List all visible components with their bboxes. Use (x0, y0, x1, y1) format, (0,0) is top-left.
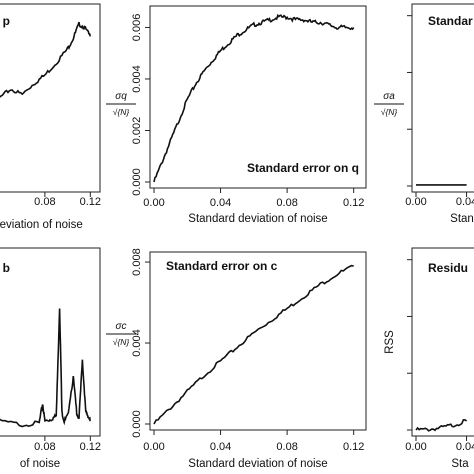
y-tick-label: 0.0 (393, 422, 405, 437)
y-tick-label: 0.006 (131, 14, 143, 42)
y-tick-label: 0.000 (131, 410, 143, 438)
panel-title: Standar (428, 14, 473, 28)
y-axis-label-rss: RSS (384, 330, 396, 354)
x-tick-label: 0.04 (210, 197, 231, 209)
panel-c: 0.00 0.04 0.08 0.12 0.000 0.004 0.008 Standard … (131, 248, 367, 470)
y-axis-label-q: σq √{N} (106, 91, 136, 117)
series-line-c (153, 264, 354, 425)
y-label-denominator: √{N} (381, 107, 398, 117)
x-tick-label: 0.08 (276, 441, 297, 453)
x-tick-label: 0.12 (343, 441, 364, 453)
y-tick-label: 1.5 (393, 8, 405, 23)
x-tick-label: 0.04 (456, 196, 474, 208)
plot-frame (0, 247, 101, 437)
panel-rss: 0.00 0.04 0.0 0.2 0.4 0.6 Residu Sta (393, 247, 474, 470)
y-axis-label-a: σa √{N} (374, 91, 404, 117)
y-tick-label: 0.000 (131, 168, 143, 196)
y-tick-label: 0.2 (393, 366, 405, 381)
y-tick-label: 0.0 (393, 178, 405, 193)
x-axis-title: Sta (451, 458, 469, 470)
y-tick-label: 0.008 (131, 248, 143, 276)
plot-frame (0, 3, 101, 193)
x-tick-label: 0.12 (80, 196, 101, 208)
panel-title: n p (0, 14, 10, 28)
plot-frame (411, 247, 474, 437)
x-tick-label: 0.00 (143, 197, 164, 209)
y-label-numerator: σc (115, 321, 126, 332)
series-line-p (0, 21, 92, 98)
plot-frame (149, 251, 367, 431)
y-tick-label: 1.0 (393, 65, 405, 80)
series-line-q (153, 13, 355, 183)
y-label-numerator: σq (115, 91, 127, 102)
x-tick-label: 0.08 (34, 441, 55, 453)
plot-frame (149, 5, 367, 189)
y-tick-label: 0.5 (393, 122, 405, 137)
x-axis-title: Stan (450, 213, 474, 225)
panel-b: 0.08 0.12 n b of noise (0, 247, 101, 470)
plot-frame (411, 3, 474, 193)
panel-title: Residu (428, 261, 468, 275)
x-tick-label: 0.12 (343, 197, 364, 209)
panel-a: 0.00 0.04 0.0 0.5 1.0 1.5 Standar Stan (393, 3, 474, 225)
y-axis-label-c: σc √{N} (106, 321, 136, 347)
x-tick-label: 0.04 (456, 441, 474, 453)
x-tick-label: 0.00 (405, 196, 426, 208)
x-tick-label: 0.00 (143, 441, 164, 453)
x-tick-label: 0.04 (210, 441, 231, 453)
x-tick-label: 0.08 (276, 197, 297, 209)
series-line-b (0, 308, 92, 428)
x-axis-title: Standard deviation of noise (188, 458, 327, 470)
x-axis-title: of noise (20, 458, 60, 470)
y-label-numerator: σa (383, 91, 395, 102)
x-tick-label: 0.00 (405, 441, 426, 453)
x-tick-label: 0.12 (80, 441, 101, 453)
series-line-rss (415, 418, 468, 432)
y-label-denominator: √{N} (113, 107, 130, 117)
panel-q: 0.00 0.04 0.08 0.12 0.000 0.002 0.004 0.006 Stan… (131, 5, 367, 225)
y-tick-label: 0.002 (131, 117, 143, 145)
y-tick-label: 0.4 (393, 309, 405, 324)
y-label-denominator: √{N} (113, 337, 130, 347)
x-axis-title: Standard deviation of noise (188, 213, 327, 225)
y-tick-label: 0.004 (131, 329, 143, 357)
panel-title: n b (0, 261, 10, 275)
panel-p: 0.08 0.12 n p deviation of noise (0, 3, 101, 231)
x-axis-title: deviation of noise (0, 219, 83, 231)
panel-title: Standard error on c (166, 259, 278, 273)
panel-title: Standard error on q (247, 161, 359, 175)
y-tick-label: 0.004 (131, 65, 143, 93)
x-tick-label: 0.08 (34, 196, 55, 208)
y-tick-label: 0.6 (393, 252, 405, 267)
